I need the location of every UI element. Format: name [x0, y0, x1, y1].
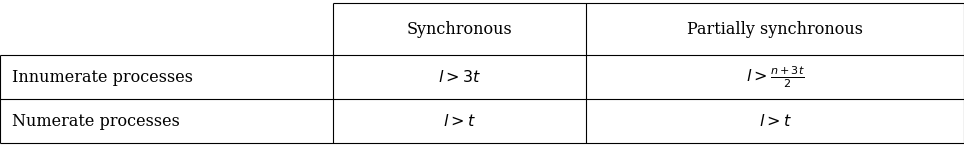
Text: Partially synchronous: Partially synchronous — [687, 21, 863, 38]
Text: Synchronous: Synchronous — [407, 21, 512, 38]
Text: Innumerate processes: Innumerate processes — [12, 69, 193, 86]
Text: $l > \frac{n+3t}{2}$: $l > \frac{n+3t}{2}$ — [746, 65, 804, 90]
Text: $l > t$: $l > t$ — [759, 113, 791, 130]
Text: $l > 3t$: $l > 3t$ — [438, 69, 481, 86]
Text: Numerate processes: Numerate processes — [12, 113, 179, 130]
Text: $l > t$: $l > t$ — [442, 113, 476, 130]
